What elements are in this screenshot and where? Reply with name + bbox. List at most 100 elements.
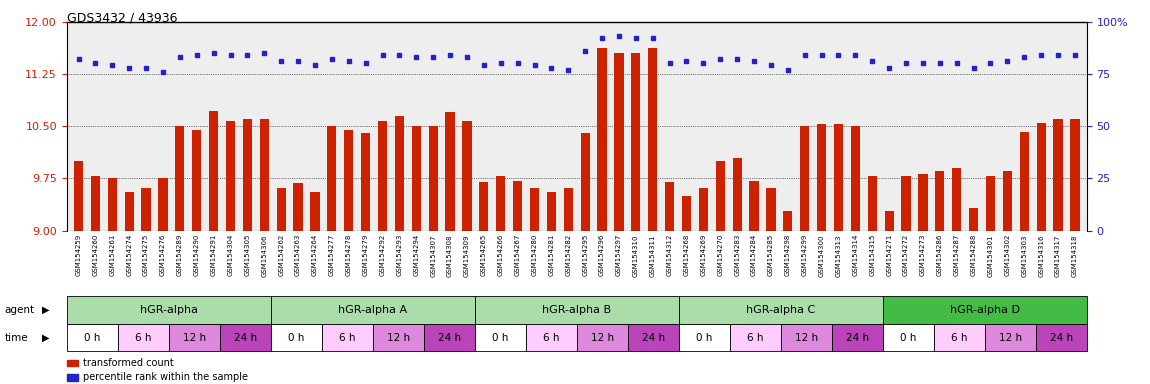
Text: GSM154283: GSM154283: [734, 234, 741, 276]
Bar: [919, 174, 928, 231]
Bar: [682, 196, 691, 231]
Text: hGR-alpha B: hGR-alpha B: [542, 305, 612, 315]
Text: GSM154314: GSM154314: [852, 234, 858, 276]
Text: GSM154309: GSM154309: [463, 234, 470, 276]
Text: GSM154294: GSM154294: [413, 234, 420, 276]
Bar: [699, 187, 708, 231]
Text: GSM154268: GSM154268: [683, 234, 690, 276]
Bar: [378, 121, 388, 231]
Text: GSM154287: GSM154287: [953, 234, 960, 276]
Text: GSM154299: GSM154299: [802, 234, 807, 276]
Text: GSM154302: GSM154302: [1004, 234, 1011, 276]
Text: 12 h: 12 h: [591, 333, 614, 343]
Text: GSM154275: GSM154275: [143, 234, 150, 276]
Bar: [597, 48, 607, 231]
Text: 12 h: 12 h: [795, 333, 818, 343]
Bar: [361, 133, 370, 231]
Text: hGR-alpha D: hGR-alpha D: [950, 305, 1020, 315]
Text: GSM154297: GSM154297: [616, 234, 622, 276]
Text: percentile rank within the sample: percentile rank within the sample: [83, 372, 247, 382]
Bar: [800, 126, 810, 231]
Text: GSM154266: GSM154266: [498, 234, 504, 276]
Bar: [952, 168, 961, 231]
Text: GSM154281: GSM154281: [549, 234, 554, 276]
Text: 0 h: 0 h: [84, 333, 100, 343]
Text: GSM154285: GSM154285: [768, 234, 774, 276]
Bar: [783, 211, 792, 231]
Bar: [175, 126, 184, 231]
Bar: [1053, 119, 1063, 231]
Bar: [530, 187, 539, 231]
Text: GSM154304: GSM154304: [228, 234, 233, 276]
Bar: [1071, 119, 1080, 231]
Text: GSM154312: GSM154312: [667, 234, 673, 276]
Text: 6 h: 6 h: [135, 333, 152, 343]
Text: GSM154298: GSM154298: [784, 234, 791, 276]
Text: GSM154308: GSM154308: [447, 234, 453, 276]
Bar: [649, 48, 658, 231]
Text: GSM154307: GSM154307: [430, 234, 436, 276]
Text: GSM154274: GSM154274: [126, 234, 132, 276]
Text: 6 h: 6 h: [543, 333, 559, 343]
Text: GSM154261: GSM154261: [109, 234, 115, 276]
Text: transformed count: transformed count: [83, 358, 174, 368]
Text: GSM154271: GSM154271: [887, 234, 892, 276]
Bar: [715, 161, 724, 231]
Text: GSM154315: GSM154315: [869, 234, 875, 276]
Text: GSM154259: GSM154259: [76, 234, 82, 276]
Bar: [462, 121, 471, 231]
Text: GSM154318: GSM154318: [1072, 234, 1078, 276]
Bar: [546, 192, 557, 231]
Text: 24 h: 24 h: [233, 333, 256, 343]
Text: GSM154265: GSM154265: [481, 234, 486, 276]
Bar: [496, 176, 505, 231]
Bar: [74, 161, 83, 231]
Text: 0 h: 0 h: [492, 333, 508, 343]
Text: GSM154273: GSM154273: [920, 234, 926, 276]
Text: GSM154270: GSM154270: [718, 234, 723, 276]
Text: GDS3432 / 43936: GDS3432 / 43936: [67, 12, 177, 25]
Bar: [733, 157, 742, 231]
Text: GSM154272: GSM154272: [903, 234, 908, 276]
Bar: [412, 126, 421, 231]
Text: 6 h: 6 h: [748, 333, 764, 343]
Text: 24 h: 24 h: [642, 333, 665, 343]
Bar: [225, 121, 235, 231]
Text: ▶: ▶: [43, 333, 49, 343]
Text: 12 h: 12 h: [998, 333, 1022, 343]
Bar: [445, 112, 454, 231]
Text: 12 h: 12 h: [386, 333, 409, 343]
Text: GSM154262: GSM154262: [278, 234, 284, 276]
Text: hGR-alpha: hGR-alpha: [139, 305, 198, 315]
Bar: [766, 187, 775, 231]
Bar: [159, 179, 168, 231]
Bar: [851, 126, 860, 231]
Text: GSM154286: GSM154286: [937, 234, 943, 276]
Bar: [429, 126, 438, 231]
Text: GSM154284: GSM154284: [751, 234, 757, 276]
Bar: [293, 183, 302, 231]
Text: GSM154289: GSM154289: [177, 234, 183, 276]
Text: GSM154280: GSM154280: [531, 234, 537, 276]
Text: GSM154276: GSM154276: [160, 234, 166, 276]
Text: GSM154303: GSM154303: [1021, 234, 1027, 276]
Text: GSM154260: GSM154260: [92, 234, 99, 276]
Text: GSM154291: GSM154291: [210, 234, 216, 276]
Bar: [480, 182, 489, 231]
Text: hGR-alpha C: hGR-alpha C: [746, 305, 815, 315]
Bar: [816, 124, 826, 231]
Text: GSM154313: GSM154313: [836, 234, 842, 276]
Bar: [614, 53, 623, 231]
Bar: [192, 130, 201, 231]
Bar: [750, 180, 759, 231]
Bar: [124, 192, 133, 231]
Text: time: time: [5, 333, 29, 343]
Text: GSM154264: GSM154264: [312, 234, 317, 276]
Bar: [631, 53, 641, 231]
Bar: [344, 130, 353, 231]
Bar: [935, 172, 944, 231]
Bar: [513, 180, 522, 231]
Bar: [902, 176, 911, 231]
Bar: [884, 211, 894, 231]
Text: agent: agent: [5, 305, 34, 315]
